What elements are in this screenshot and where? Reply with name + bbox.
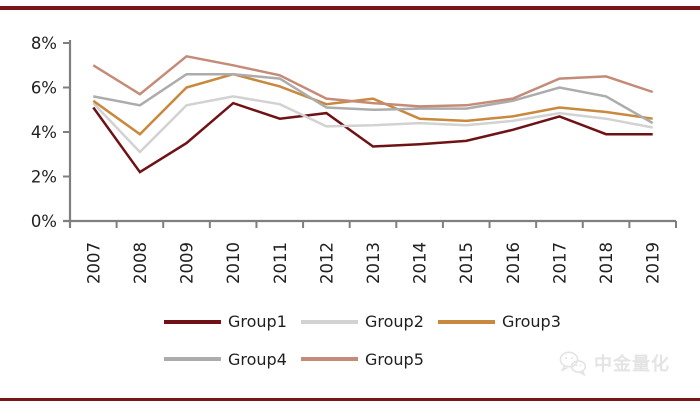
series-line-group5 — [92, 54, 654, 108]
watermark-text: 中金量化 — [594, 354, 670, 375]
x-axis-label: 2010 — [224, 242, 243, 284]
series-line-group3 — [92, 72, 653, 136]
x-axis-label: 2017 — [550, 242, 569, 284]
legend-item-group3: Group3 — [438, 313, 575, 331]
legend-swatch — [301, 319, 358, 324]
line-chart: 0% 2% 4% 6% 8% 2007 2008 2009 2010 2011 2012 2013 20… — [31, 34, 677, 284]
y-tick-label: 2% — [31, 168, 57, 187]
series-line-group1 — [92, 101, 653, 174]
y-tick-label: 8% — [31, 34, 57, 53]
top-border-rule — [0, 6, 700, 10]
series-line-group2 — [92, 95, 653, 154]
chart-legend: Group1 Group2 Group3 Group4 Group5 — [164, 313, 575, 368]
legend-label: Group1 — [228, 312, 287, 331]
legend-label: Group2 — [365, 312, 424, 331]
y-tick-label: 0% — [31, 212, 57, 231]
legend-label: Group5 — [365, 349, 424, 369]
x-axis-label: 2014 — [411, 242, 430, 284]
watermark: 中金量化 — [559, 350, 670, 376]
y-tick-label: 4% — [31, 123, 57, 142]
x-axis-label: 2007 — [84, 242, 103, 284]
legend-item-group1: Group1 — [164, 313, 301, 331]
x-axis-label: 2009 — [178, 242, 197, 284]
y-tick-label: 6% — [31, 79, 57, 98]
wechat-icon — [559, 351, 587, 376]
x-axis-label: 2012 — [317, 242, 336, 284]
legend-swatch — [164, 319, 221, 324]
x-axis-label: 2015 — [457, 242, 476, 284]
legend-row: Group4 Group5 — [164, 349, 575, 369]
legend-swatch — [301, 357, 358, 362]
x-axis-label: 2018 — [597, 242, 616, 284]
series-line-group4 — [93, 72, 654, 125]
x-axis-label: 2013 — [364, 242, 383, 284]
legend-swatch — [438, 319, 495, 324]
legend-item-group5: Group5 — [301, 349, 438, 369]
x-axis-label: 2019 — [644, 242, 663, 284]
legend-item-group4: Group4 — [164, 349, 301, 369]
legend-row: Group1 Group2 Group3 — [164, 313, 575, 331]
x-axis-label: 2011 — [271, 242, 290, 284]
legend-label: Group4 — [228, 349, 287, 369]
legend-swatch — [164, 357, 221, 362]
legend-label: Group3 — [502, 312, 561, 331]
legend-item-group2: Group2 — [301, 313, 438, 331]
x-axis-label: 2008 — [131, 242, 150, 284]
bottom-border-rule — [0, 398, 700, 401]
x-axis-label: 2016 — [504, 242, 523, 284]
